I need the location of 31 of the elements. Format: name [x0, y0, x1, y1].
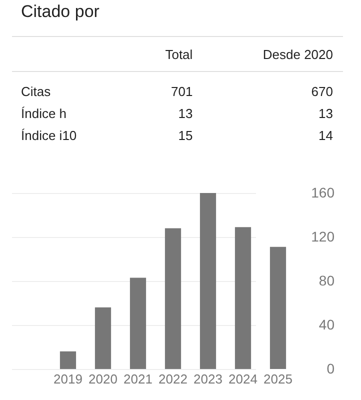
- x-tick-label: 2020: [88, 372, 118, 386]
- x-tick-label: 2022: [158, 372, 188, 386]
- category-label: Desde 2020: [202, 36, 343, 72]
- bar: [234, 227, 252, 369]
- y-tick-label: 0: [326, 360, 335, 376]
- y-tick-label: 40: [318, 316, 335, 332]
- y-tick-label: 120: [311, 228, 335, 244]
- bar: [60, 351, 76, 369]
- text: Citado por: [21, 2, 100, 22]
- category-label: Índice h: [21, 106, 67, 121]
- x-tick-label: 2025: [264, 372, 292, 386]
- category-label: Índice i10: [21, 128, 77, 143]
- text: 670: [311, 84, 333, 99]
- text: 13: [178, 106, 193, 121]
- bar: [270, 246, 286, 369]
- text: 15: [178, 128, 193, 143]
- y-tick-label: 160: [311, 184, 335, 200]
- bar: [200, 193, 216, 369]
- bar: [164, 228, 182, 369]
- x-tick-label: 2021: [124, 372, 152, 386]
- y-tick-label: 80: [318, 272, 335, 288]
- x-tick-label: 2023: [194, 372, 222, 386]
- category-label: Citas: [21, 84, 51, 99]
- text: 14: [318, 128, 333, 143]
- category-label: Total: [130, 36, 203, 72]
- text: 701: [170, 84, 193, 99]
- bar: [94, 307, 112, 369]
- text: 13: [318, 106, 333, 121]
- x-tick-label: 2019: [54, 372, 82, 386]
- x-tick-label: 2024: [228, 372, 258, 386]
- bar: [130, 278, 146, 369]
